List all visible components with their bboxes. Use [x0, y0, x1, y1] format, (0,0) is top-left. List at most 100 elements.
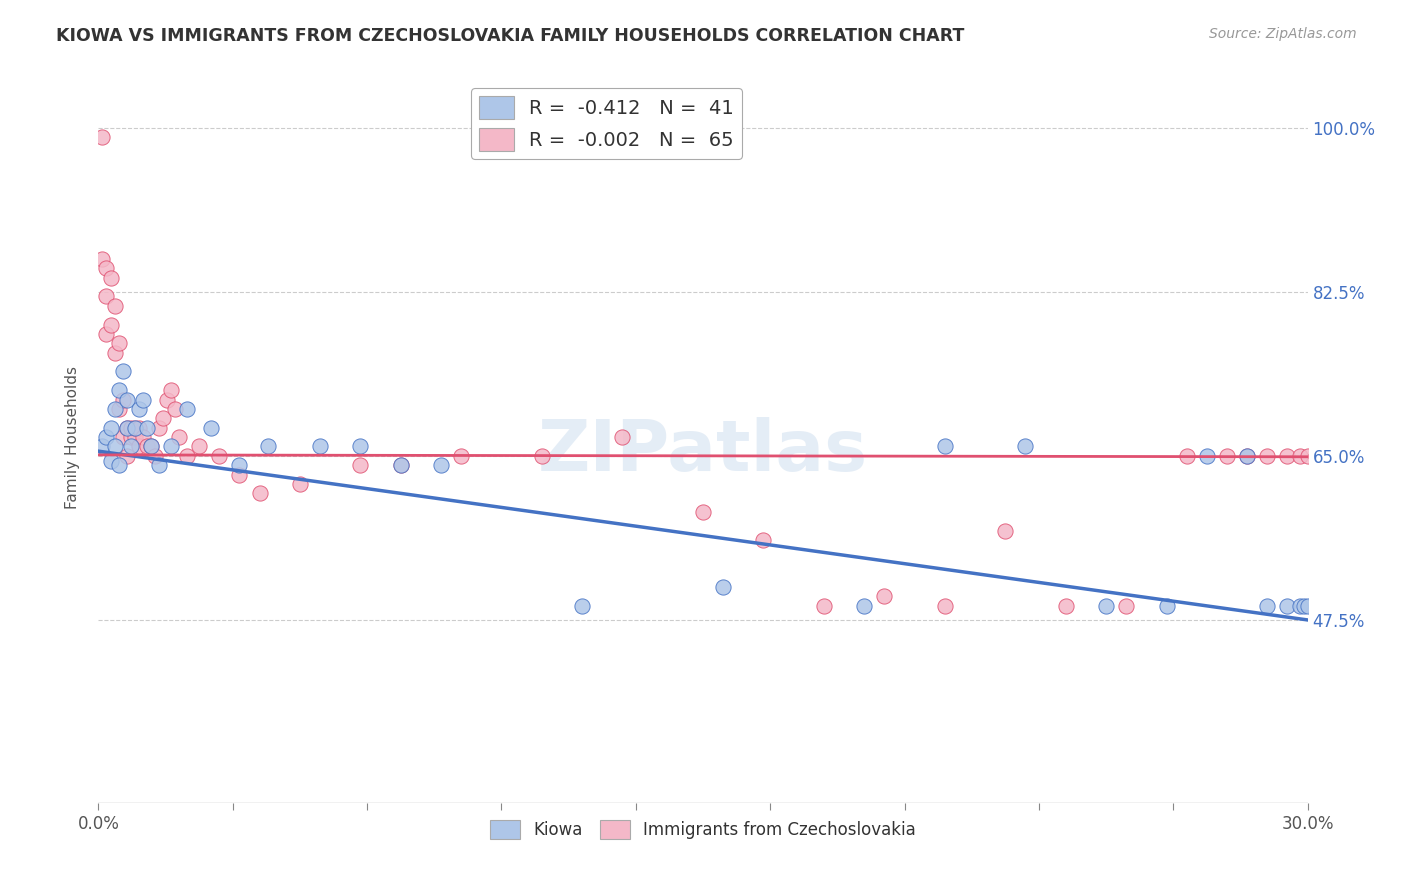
Point: [91, 130, 114, 145]
Point: [1292, 599, 1315, 613]
Point: [139, 440, 162, 454]
Point: [309, 440, 332, 454]
Point: [100, 318, 122, 332]
Point: [103, 345, 125, 359]
Point: [96, 261, 118, 276]
Point: [256, 440, 278, 454]
Point: [120, 430, 142, 444]
Point: [288, 477, 311, 491]
Point: [530, 449, 553, 463]
Point: [1216, 449, 1239, 463]
Point: [96, 430, 118, 444]
Point: [1316, 449, 1339, 463]
Point: [103, 299, 125, 313]
Point: [228, 467, 250, 482]
Point: [430, 458, 453, 473]
Point: [1344, 449, 1367, 463]
Point: [813, 599, 835, 613]
Point: [139, 440, 162, 454]
Point: [1277, 599, 1299, 613]
Point: [100, 420, 122, 434]
Point: [1014, 440, 1036, 454]
Point: [1115, 599, 1137, 613]
Point: [163, 401, 186, 416]
Point: [107, 401, 129, 416]
Point: [107, 336, 129, 351]
Point: [1312, 449, 1334, 463]
Point: [349, 440, 371, 454]
Point: [934, 599, 956, 613]
Point: [1156, 599, 1178, 613]
Point: [115, 392, 138, 407]
Point: [128, 401, 150, 416]
Point: [1305, 449, 1327, 463]
Point: [176, 401, 198, 416]
Point: [148, 458, 170, 473]
Point: [188, 440, 211, 454]
Point: [612, 430, 634, 444]
Point: [249, 486, 271, 500]
Point: [1256, 599, 1278, 613]
Point: [152, 411, 174, 425]
Text: ZIPatlas: ZIPatlas: [538, 417, 868, 486]
Point: [711, 580, 734, 594]
Point: [1175, 449, 1198, 463]
Point: [115, 420, 138, 434]
Point: [1337, 449, 1360, 463]
Point: [135, 420, 157, 434]
Point: [1277, 449, 1299, 463]
Point: [115, 449, 138, 463]
Point: [128, 440, 150, 454]
Point: [349, 458, 371, 473]
Point: [1357, 748, 1379, 763]
Point: [132, 392, 155, 407]
Point: [111, 392, 134, 407]
Point: [111, 430, 134, 444]
Point: [100, 453, 122, 467]
Point: [124, 420, 146, 434]
Text: Source: ZipAtlas.com: Source: ZipAtlas.com: [1209, 27, 1357, 41]
Point: [167, 430, 190, 444]
Point: [873, 590, 896, 604]
Point: [1320, 449, 1343, 463]
Point: [571, 599, 593, 613]
Point: [1095, 599, 1118, 613]
Legend: Kiowa, Immigrants from Czechoslovakia: Kiowa, Immigrants from Czechoslovakia: [484, 814, 922, 846]
Point: [124, 430, 146, 444]
Point: [1256, 449, 1278, 463]
Y-axis label: Family Households: Family Households: [65, 366, 80, 508]
Point: [120, 440, 142, 454]
Point: [107, 383, 129, 397]
Point: [853, 599, 876, 613]
Point: [1288, 599, 1310, 613]
Point: [103, 440, 125, 454]
Point: [752, 533, 775, 548]
Point: [1288, 449, 1310, 463]
Point: [100, 270, 122, 285]
Point: [1236, 449, 1258, 463]
Text: KIOWA VS IMMIGRANTS FROM CZECHOSLOVAKIA FAMILY HOUSEHOLDS CORRELATION CHART: KIOWA VS IMMIGRANTS FROM CZECHOSLOVAKIA …: [56, 27, 965, 45]
Point: [389, 458, 412, 473]
Point: [994, 524, 1017, 538]
Point: [200, 420, 222, 434]
Point: [1054, 599, 1077, 613]
Point: [115, 420, 138, 434]
Point: [103, 401, 125, 416]
Point: [176, 449, 198, 463]
Point: [934, 440, 956, 454]
Point: [160, 440, 183, 454]
Point: [208, 449, 231, 463]
Point: [228, 458, 250, 473]
Point: [132, 430, 155, 444]
Point: [107, 458, 129, 473]
Point: [148, 420, 170, 434]
Point: [135, 440, 157, 454]
Point: [450, 449, 472, 463]
Point: [111, 364, 134, 378]
Point: [128, 420, 150, 434]
Point: [91, 252, 114, 266]
Point: [96, 289, 118, 303]
Point: [389, 458, 412, 473]
Point: [1236, 449, 1258, 463]
Point: [91, 440, 114, 454]
